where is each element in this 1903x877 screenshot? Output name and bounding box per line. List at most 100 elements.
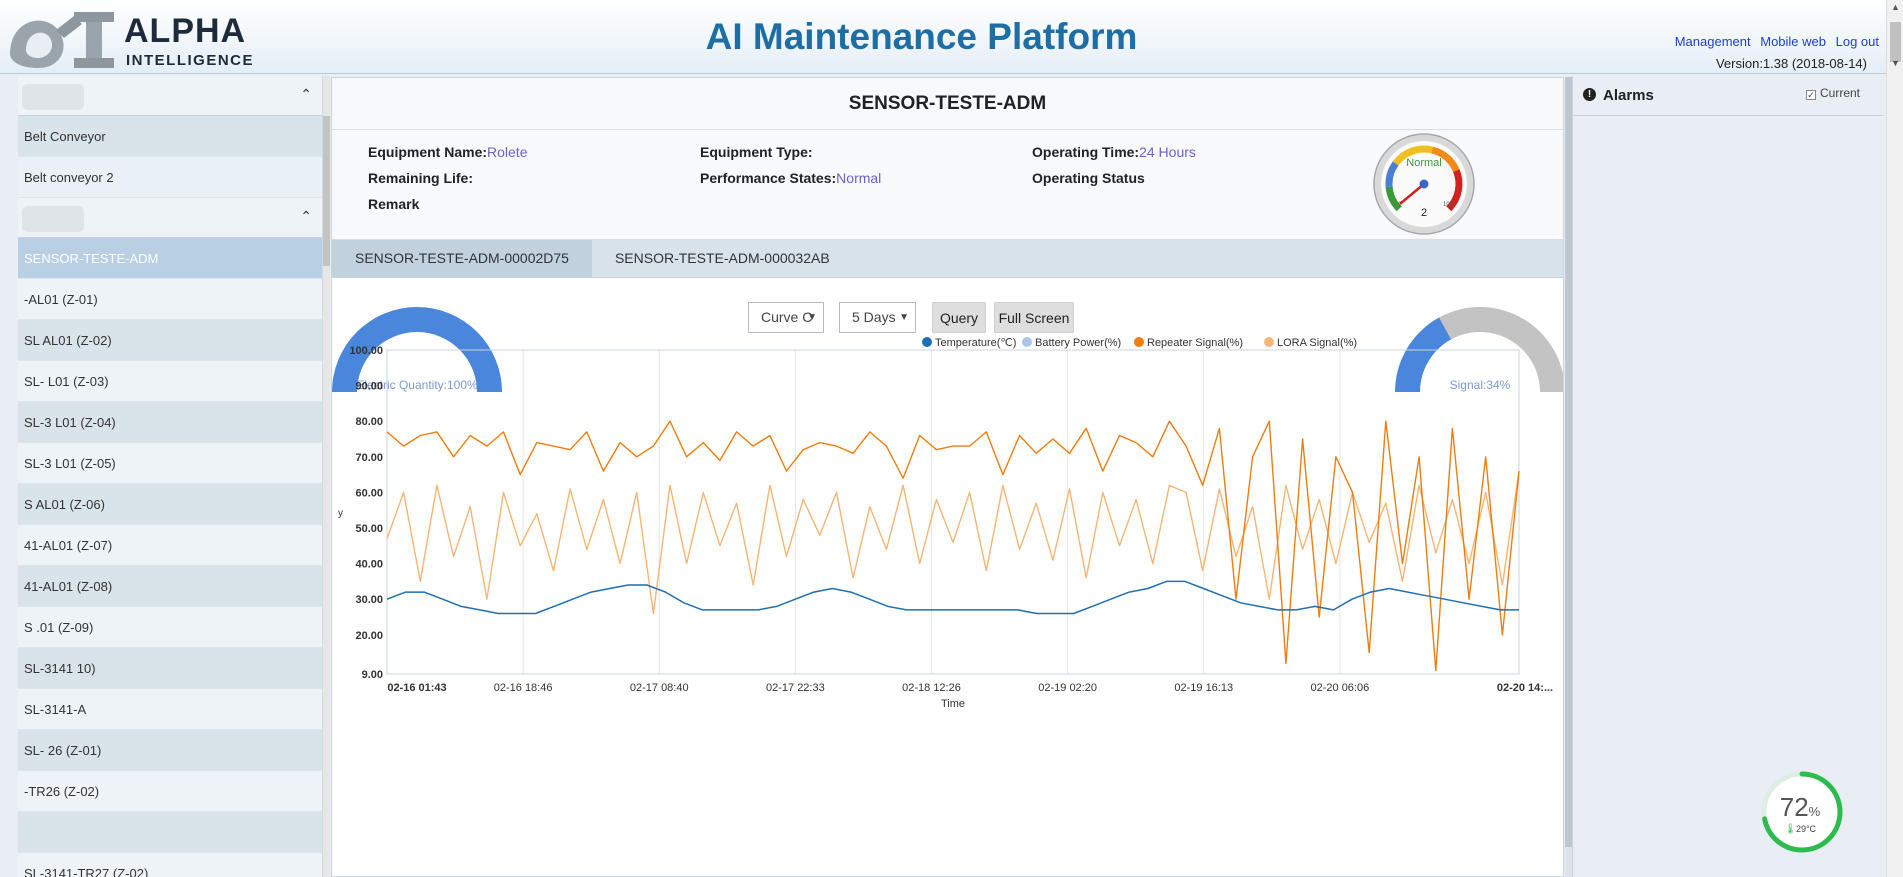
equipment-sidebar: ⌃ Belt Conveyor Belt conveyor 2 ⌃ SENSOR…	[18, 76, 323, 877]
legend-marker[interactable]	[1134, 337, 1144, 347]
chart-lines	[386, 420, 1520, 672]
sidebar-item[interactable]: -AL01 (Z-01)	[18, 279, 322, 320]
gauge-status-text: Normal	[1406, 157, 1441, 169]
gauge-arc-segment-0	[1385, 186, 1402, 212]
current-checkbox-label: Current	[1819, 86, 1860, 100]
sidebar-group-header-1[interactable]: ⌃	[18, 76, 322, 116]
y-tick-label: 9.00	[362, 669, 383, 681]
thermometer-icon: 🌡	[1784, 823, 1797, 835]
equipment-detail-panel: SENSOR-TESTE-ADM Equipment Name:Rolete E…	[331, 77, 1564, 877]
performance-widget[interactable]: 72% 🌡 29°C	[1760, 770, 1844, 854]
page-scroll-thumb[interactable]	[1890, 22, 1901, 62]
x-axis-label: Time	[941, 698, 965, 710]
plot-area-border	[386, 349, 1520, 675]
equipment-info: Equipment Name:Rolete Equipment Type: Op…	[332, 130, 1563, 240]
series-line-0	[386, 580, 1519, 615]
sidebar-item[interactable]: S .01 (Z-09)	[18, 607, 322, 648]
sidebar-scrollbar[interactable]	[323, 76, 330, 877]
y-tick-label: 20.00	[355, 630, 383, 642]
chart-legend: Temperature(℃) Battery Power(%) Repeater S…	[922, 337, 1357, 349]
version-text: Version:1.38 (2018-08-14)	[1715, 56, 1867, 71]
fullscreen-button[interactable]: Full Screen	[994, 302, 1074, 333]
x-tick-label: 02-16 18:46	[494, 682, 553, 694]
sidebar-item[interactable]: Belt Conveyor	[18, 116, 322, 157]
logo-word-alpha: ALPHA	[124, 12, 247, 50]
sidebar-item[interactable]: SL- 26 (Z-01)	[18, 730, 322, 771]
chart-grid	[386, 349, 1520, 675]
sidebar-item[interactable]: SL-3141-A	[18, 689, 322, 730]
equipment-name-field: Equipment Name:Rolete	[368, 144, 527, 160]
sidebar-item[interactable]: SL- L01 (Z-03)	[18, 361, 322, 402]
status-gauge: Normal 0 100 2	[1373, 133, 1475, 235]
legend-entry[interactable]: LORA Signal(%)	[1277, 337, 1357, 349]
main-scrollbar[interactable]	[1565, 77, 1573, 877]
y-tick-label: 90.00	[355, 381, 383, 393]
gauge-arc-segment-2	[1392, 145, 1433, 166]
signal-gauge-fill	[1395, 317, 1452, 392]
collapse-caret-icon[interactable]: ⌃	[300, 208, 312, 224]
collapse-caret-icon[interactable]: ⌃	[300, 86, 312, 102]
dropdown-arrow-icon: ▼	[899, 312, 909, 323]
query-button[interactable]: Query	[932, 302, 986, 333]
legend-marker[interactable]	[1022, 337, 1032, 347]
y-tick-label: 80.00	[355, 416, 383, 428]
gauge-hub	[1419, 179, 1429, 189]
sidebar-item[interactable]: Belt conveyor 2	[18, 157, 322, 198]
gauge-arc-segment-1	[1385, 161, 1399, 188]
gauge-arc-segment-4	[1446, 169, 1463, 212]
sensor-chart: Electric Quantity:100% Signal:34% 100.009…	[332, 307, 1563, 710]
sidebar-item[interactable]: SL-3141 10)	[18, 648, 322, 689]
sidebar-item[interactable]	[18, 812, 322, 853]
legend-marker[interactable]	[922, 337, 932, 347]
sidebar-item[interactable]: -TR26 (Z-02)	[18, 771, 322, 812]
curve-select-value: Curve C	[761, 309, 813, 325]
scroll-down-arrow-icon[interactable]: ▼	[1891, 58, 1900, 68]
logout-link[interactable]: Log out	[1835, 34, 1879, 49]
sidebar-item[interactable]: SL-3 L01 (Z-04)	[18, 402, 322, 443]
legend-entry[interactable]: Battery Power(%)	[1035, 337, 1121, 349]
tab-sensor-2[interactable]: SENSOR-TESTE-ADM-000032AB	[614, 250, 830, 266]
checkbox-checked-icon[interactable]: ✓	[1805, 90, 1816, 100]
sidebar-item[interactable]: SL-3141-TR27 (Z-02)	[18, 853, 322, 877]
current-checkbox[interactable]: ✓ Current	[1805, 86, 1860, 100]
perf-percent: 72%	[1780, 792, 1821, 822]
logo-word-intelligence: INTELLIGENCE	[126, 52, 255, 69]
main-scroll-thumb[interactable]	[1565, 77, 1573, 847]
top-links: Management Mobile web Log out	[1669, 34, 1879, 49]
x-axis: 02-16 01:43 02-16 18:46 02-17 08:40 02-17 2…	[387, 682, 1553, 710]
dropdown-arrow-icon: ▼	[807, 312, 817, 323]
sidebar-item[interactable]: SL-3 L01 (Z-05)	[18, 443, 322, 484]
legend-entry[interactable]: Repeater Signal(%)	[1147, 337, 1243, 349]
y-tick-label: 50.00	[355, 523, 383, 535]
mobile-web-link[interactable]: Mobile web	[1760, 34, 1826, 49]
x-tick-label: 02-20 14:...	[1497, 682, 1553, 694]
equipment-name-value: Rolete	[487, 144, 528, 160]
y-tick-label: 70.00	[355, 452, 383, 464]
legend-entry[interactable]: Temperature(℃)	[935, 337, 1016, 349]
sidebar-item[interactable]: SL AL01 (Z-02)	[18, 320, 322, 361]
sidebar-scroll-thumb[interactable]	[323, 116, 330, 266]
page-scrollbar[interactable]: ▲ ▼	[1886, 0, 1903, 877]
redacted-group-name	[22, 84, 84, 110]
remaining-life-label: Remaining Life:	[368, 170, 474, 186]
days-select[interactable]: 5 Days ▼	[839, 302, 916, 333]
sidebar-item[interactable]: 41-AL01 (Z-08)	[18, 566, 322, 607]
management-link[interactable]: Management	[1674, 34, 1751, 49]
x-tick-label: 02-20 06:06	[1311, 682, 1370, 694]
curve-select[interactable]: Curve C ▼	[748, 302, 824, 333]
operating-status-label: Operating Status	[1032, 170, 1145, 186]
sidebar-group-header-2[interactable]: ⌃	[18, 198, 322, 238]
sidebar-item[interactable]: 41-AL01 (Z-07)	[18, 525, 322, 566]
perf-ring-fill	[1761, 771, 1843, 853]
equipment-name-label: Equipment Name:	[368, 144, 488, 160]
signal-gauge-track	[1439, 307, 1563, 392]
sidebar-item[interactable]: S AL01 (Z-06)	[18, 484, 322, 525]
sidebar-item[interactable]: SENSOR-TESTE-ADM	[18, 238, 322, 279]
tab-sensor-1[interactable]: SENSOR-TESTE-ADM-00002D75	[332, 240, 592, 277]
y-tick-label: 30.00	[355, 594, 383, 606]
legend-marker[interactable]	[1264, 337, 1274, 347]
x-tick-label: 02-18 12:26	[902, 682, 961, 694]
scroll-up-arrow-icon[interactable]: ▲	[1891, 2, 1900, 12]
y-axis: 100.00 90.00 80.00 70.00 60.00 50.00 40.00 30.0…	[338, 345, 383, 681]
